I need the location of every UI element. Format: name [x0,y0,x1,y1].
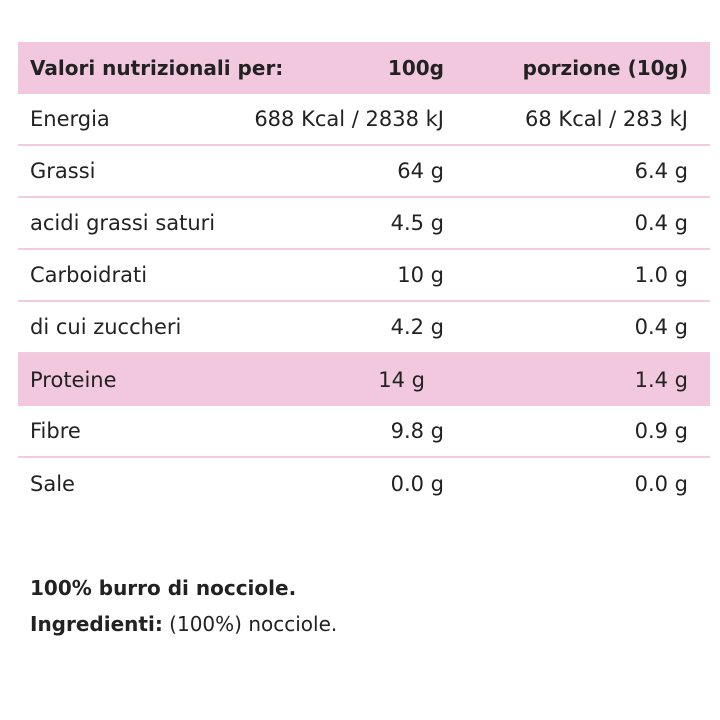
nutrient-value: 0.0 g [390,472,444,496]
nutrient-value: 14 g [378,368,425,392]
nutrient-value: 0.0 g [634,472,688,496]
nutrient-name: Energia [30,107,110,131]
nutrient-value: 68 Kcal / 283 kJ [525,107,688,131]
table-row: di cui zuccheri 4.2 g 0.4 g [18,302,710,354]
nutrient-value: 4.5 g [390,211,444,235]
nutrient-value: 64 g [397,159,444,183]
nutrient-name: di cui zuccheri [30,315,182,339]
nutrient-value: 9.8 g [390,419,444,443]
nutrient-name: Sale [30,472,75,496]
nutrient-value: 0.9 g [634,419,688,443]
nutrient-value: 0.4 g [634,315,688,339]
ingredients-text: (100%) nocciole. [169,612,338,636]
table-row: Proteine 14 g 1.4 g [18,354,710,406]
nutrient-value: 1.4 g [634,368,688,392]
footer-line: 100% burro di nocciole. [30,570,337,606]
header-row: Valori nutrizionali per: 100g porzione (… [18,42,710,94]
nutrient-name: Grassi [30,159,96,183]
product-desc: 100% burro di nocciole. [30,576,297,600]
footer-line: Ingredienti: (100%) nocciole. [30,606,337,642]
nutrient-value: 0.4 g [634,211,688,235]
nutrient-name: acidi grassi saturi [30,211,216,235]
nutrient-name: Fibre [30,419,81,443]
nutrient-name: Carboidrati [30,263,148,287]
nutrient-value: 10 g [397,263,444,287]
nutrient-value: 4.2 g [390,315,444,339]
footer: 100% burro di nocciole. Ingredienti: (10… [30,570,337,642]
table-row: Sale 0.0 g 0.0 g [18,458,710,510]
nutrient-value: 1.0 g [634,263,688,287]
table-row: Grassi 64 g 6.4 g [18,146,710,198]
ingredients-label: Ingredienti: [30,612,163,636]
nutrient-value: 6.4 g [634,159,688,183]
header-cell: porzione (10g) [522,56,688,80]
header-cell: Valori nutrizionali per: [30,56,284,80]
table-row: acidi grassi saturi 4.5 g 0.4 g [18,198,710,250]
table-row: Energia 688 Kcal / 2838 kJ 68 Kcal / 283 k… [18,94,710,146]
nutrient-value: 688 Kcal / 2838 kJ [254,107,444,131]
header-cell: 100g [387,56,444,80]
nutrition-table: Valori nutrizionali per: 100g porzione (… [18,42,710,510]
nutrient-name: Proteine [30,368,117,392]
table-row: Fibre 9.8 g 0.9 g [18,406,710,458]
table-row: Carboidrati 10 g 1.0 g [18,250,710,302]
